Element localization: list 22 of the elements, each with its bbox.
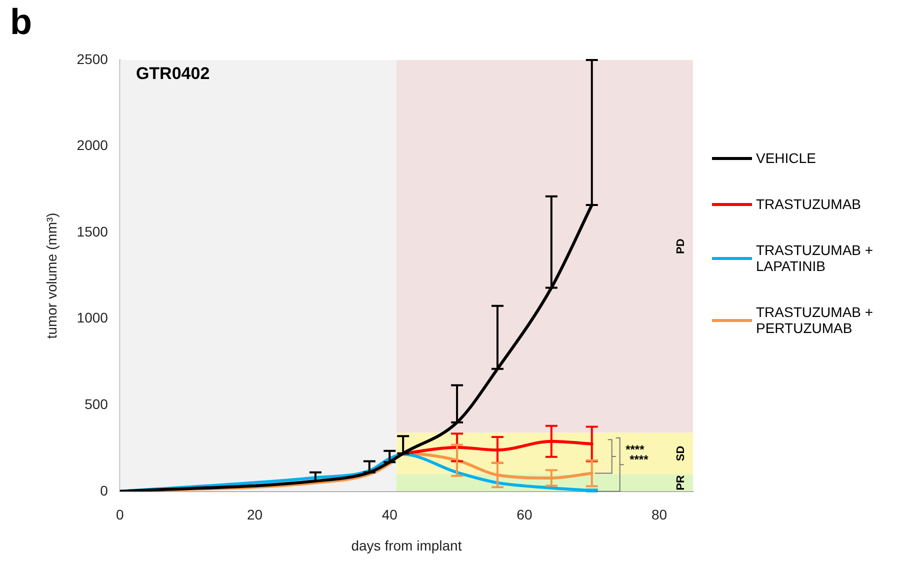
y-tick-label: 2000: [76, 137, 108, 154]
x-tick-label: 40: [382, 506, 398, 523]
y-axis-title: tumor volume (mm³): [43, 212, 60, 339]
band-label: PD: [675, 238, 688, 254]
x-tick-label: 80: [652, 506, 668, 523]
chart-title: GTR0402: [136, 64, 210, 84]
x-axis-title: days from implant: [351, 537, 462, 554]
x-tick-label: 60: [516, 506, 532, 523]
legend-label: TRASTUZUMAB: [756, 196, 861, 212]
text: b: [10, 0, 32, 42]
legend-label: TRASTUZUMAB + PERTUZUMAB: [756, 304, 874, 336]
x-tick-label: 0: [116, 506, 124, 523]
y-tick-label: 1500: [76, 223, 108, 240]
band-label: PR: [675, 475, 688, 490]
y-tick-label: 1000: [76, 310, 108, 326]
band-label: SD: [675, 446, 688, 462]
x-tick-label: 20: [246, 506, 263, 523]
legend-label: TRASTUZUMAB + LAPATINIB: [756, 242, 874, 274]
y-tick-label: 2500: [76, 50, 108, 67]
legend-label: VEHICLE: [756, 150, 816, 166]
y-tick-label: 500: [84, 396, 108, 412]
y-tick-label: 0: [100, 482, 108, 498]
